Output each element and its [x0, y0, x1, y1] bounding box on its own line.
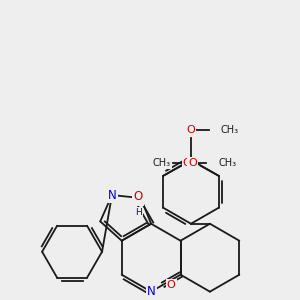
Text: N: N	[108, 188, 116, 202]
Text: CH₃: CH₃	[218, 158, 236, 168]
Text: N: N	[147, 285, 155, 298]
Text: O: O	[167, 280, 176, 290]
Text: H: H	[135, 208, 142, 217]
Text: O: O	[188, 158, 197, 168]
Text: O: O	[187, 125, 195, 135]
Text: CH₃: CH₃	[153, 158, 171, 168]
Text: N: N	[134, 192, 143, 205]
Text: O: O	[183, 158, 192, 168]
Text: CH₃: CH₃	[221, 125, 239, 135]
Text: O: O	[134, 190, 143, 203]
